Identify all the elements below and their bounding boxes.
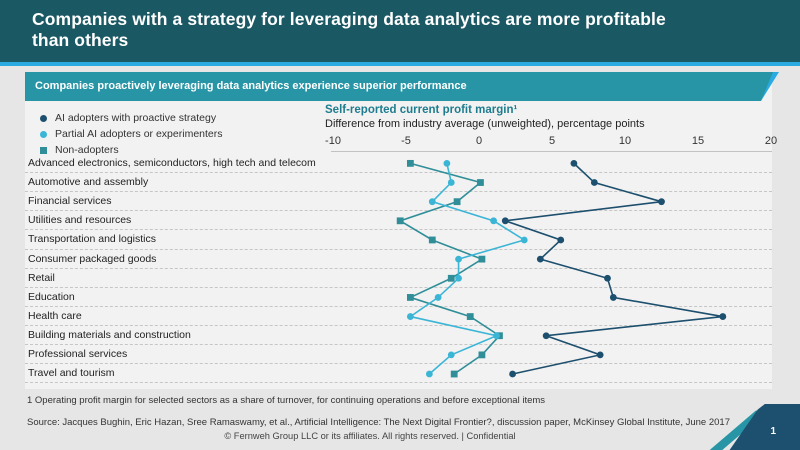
chart-row: Utilities and resources (25, 211, 772, 231)
chart-subtitle: Difference from industry average (unweig… (325, 118, 645, 130)
legend-dot-icon (40, 130, 47, 138)
slide-header: Companies with a strategy for leveraging… (0, 0, 800, 62)
axis-tick: 5 (548, 135, 556, 147)
category-label: Transportation and logistics (28, 233, 157, 246)
legend-item: Partial AI adopters or experimenters (40, 127, 223, 141)
category-label: Automotive and assembly (28, 176, 149, 188)
chart-row: Building materials and construction (25, 326, 772, 346)
legend: AI adopters with proactive strategy Parti… (40, 111, 223, 159)
chart-row: Advanced electronics, semiconductors, hi… (25, 154, 772, 173)
source-line: Source: Jacques Bughin, Eric Hazan, Sree… (27, 417, 730, 428)
category-rows: Advanced electronics, semiconductors, hi… (25, 154, 772, 384)
legend-dot-icon (40, 114, 47, 122)
category-label: Building materials and construction (28, 329, 191, 342)
axis-tick: -5 (401, 135, 411, 147)
category-label: Education (28, 290, 75, 303)
page-number: 1 (770, 426, 776, 437)
category-label: Health care (28, 309, 82, 322)
axis-tick: 20 (764, 135, 778, 147)
axis-tick: 0 (475, 135, 483, 147)
chart-row: Education (25, 288, 772, 307)
category-label: Utilities and resources (28, 214, 132, 227)
legend-label: Partial AI adopters or experimenters (55, 128, 223, 140)
footer-copyright: © Fernweh Group LLC or its affiliates. A… (224, 431, 516, 441)
category-label: Financial services (28, 195, 112, 208)
category-label: Consumer packaged goods (28, 252, 157, 265)
x-axis: -10 -5 0 5 10 15 20 (0, 135, 800, 148)
chart-head: Self-reported current profit margin¹ Dif… (325, 104, 645, 130)
chart-title: Self-reported current profit margin¹ (325, 104, 518, 116)
axis-line (331, 151, 772, 152)
axis-tick: 10 (618, 135, 632, 147)
legend-label: Non-adopters (55, 144, 119, 156)
chart-row: Consumer packaged goods (25, 250, 772, 269)
chart-row: Automotive and assembly (25, 173, 772, 193)
chart-row: Retail (25, 269, 772, 288)
category-label: Retail (28, 271, 55, 284)
chart-row: Transportation and logistics (25, 230, 772, 250)
chart-row: Travel and tourism (25, 364, 772, 384)
footnote: 1 Operating profit margin for selected s… (27, 395, 546, 406)
legend-item: Non-adopters (40, 143, 223, 157)
chart-row: Health care (25, 307, 772, 327)
axis-tick: 15 (691, 135, 705, 147)
category-label: Professional services (28, 348, 128, 361)
slide-title: Companies with a strategy for leveraging… (32, 9, 666, 51)
chart-row: Financial services (25, 192, 772, 212)
exhibit-banner: Companies proactively leveraging data an… (25, 72, 773, 101)
accent-stripe (0, 62, 800, 66)
legend-item: AI adopters with proactive strategy (40, 111, 223, 125)
category-label: Travel and tourism (28, 367, 115, 380)
chart-row: Professional services (25, 345, 772, 365)
legend-square-icon (40, 146, 47, 154)
axis-tick: -10 (325, 135, 341, 147)
category-label: Advanced electronics, semiconductors, hi… (28, 156, 316, 169)
legend-label: AI adopters with proactive strategy (55, 112, 217, 124)
